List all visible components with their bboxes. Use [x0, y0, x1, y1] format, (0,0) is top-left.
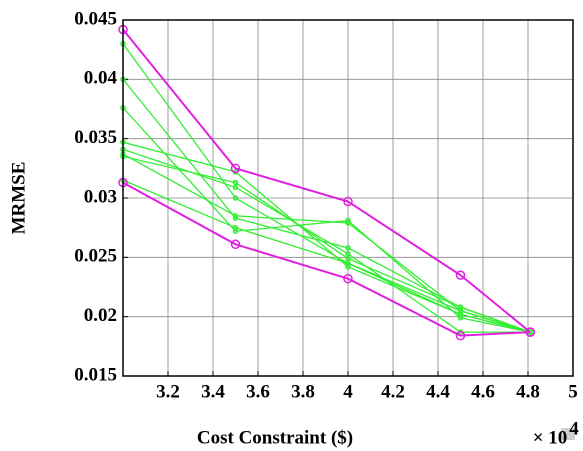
y-tick-label: 0.03	[84, 186, 117, 207]
x-tick-label: 3.8	[291, 381, 315, 402]
point-marker	[232, 179, 239, 186]
point-marker	[457, 311, 464, 318]
y-tick-label: 0.015	[74, 364, 117, 385]
point-marker	[455, 330, 466, 341]
point-marker	[232, 224, 239, 231]
series-line	[122, 148, 531, 333]
x-tick-label: 4.4	[426, 381, 450, 402]
point-marker	[343, 196, 353, 207]
x-tick-label: 3.4	[201, 381, 225, 402]
x-multiplier-exponent: 4	[569, 418, 579, 439]
point-marker	[345, 220, 351, 226]
point-marker	[232, 195, 239, 201]
y-tick-label: 0.045	[74, 8, 117, 29]
y-axis-label: MRMSE	[8, 162, 29, 235]
y-tick-label: 0.02	[84, 305, 117, 326]
x-tick-label: 3.6	[246, 381, 270, 402]
x-tick-label: 4.6	[471, 381, 495, 402]
series-line	[122, 181, 531, 337]
series-line	[122, 179, 531, 333]
series-line	[122, 28, 531, 333]
plot-marks	[118, 24, 535, 341]
series-line	[122, 153, 531, 333]
point-marker	[232, 213, 239, 219]
x-multiplier: × 10	[533, 427, 568, 448]
y-tick-label: 0.04	[84, 68, 118, 89]
point-marker	[345, 260, 351, 267]
point-marker	[525, 327, 535, 337]
x-tick-label: 3.2	[156, 381, 180, 402]
point-marker	[455, 270, 466, 280]
corner-shade	[561, 428, 575, 440]
y-tick-label: 0.035	[74, 127, 117, 148]
x-tick-label: 4.8	[516, 381, 540, 402]
point-marker	[457, 304, 464, 310]
x-tick-label: 4.2	[381, 381, 405, 402]
series-line	[122, 155, 531, 333]
point-marker	[343, 273, 353, 284]
point-marker	[345, 245, 351, 251]
plot-frame	[122, 19, 574, 377]
x-tick-label: 5	[568, 381, 578, 402]
point-marker	[230, 163, 241, 174]
x-axis-label: Cost Constraint ($)	[197, 427, 353, 448]
x-tick-label: 4	[343, 381, 353, 402]
point-marker	[230, 239, 241, 250]
y-tick-label: 0.025	[74, 246, 117, 267]
